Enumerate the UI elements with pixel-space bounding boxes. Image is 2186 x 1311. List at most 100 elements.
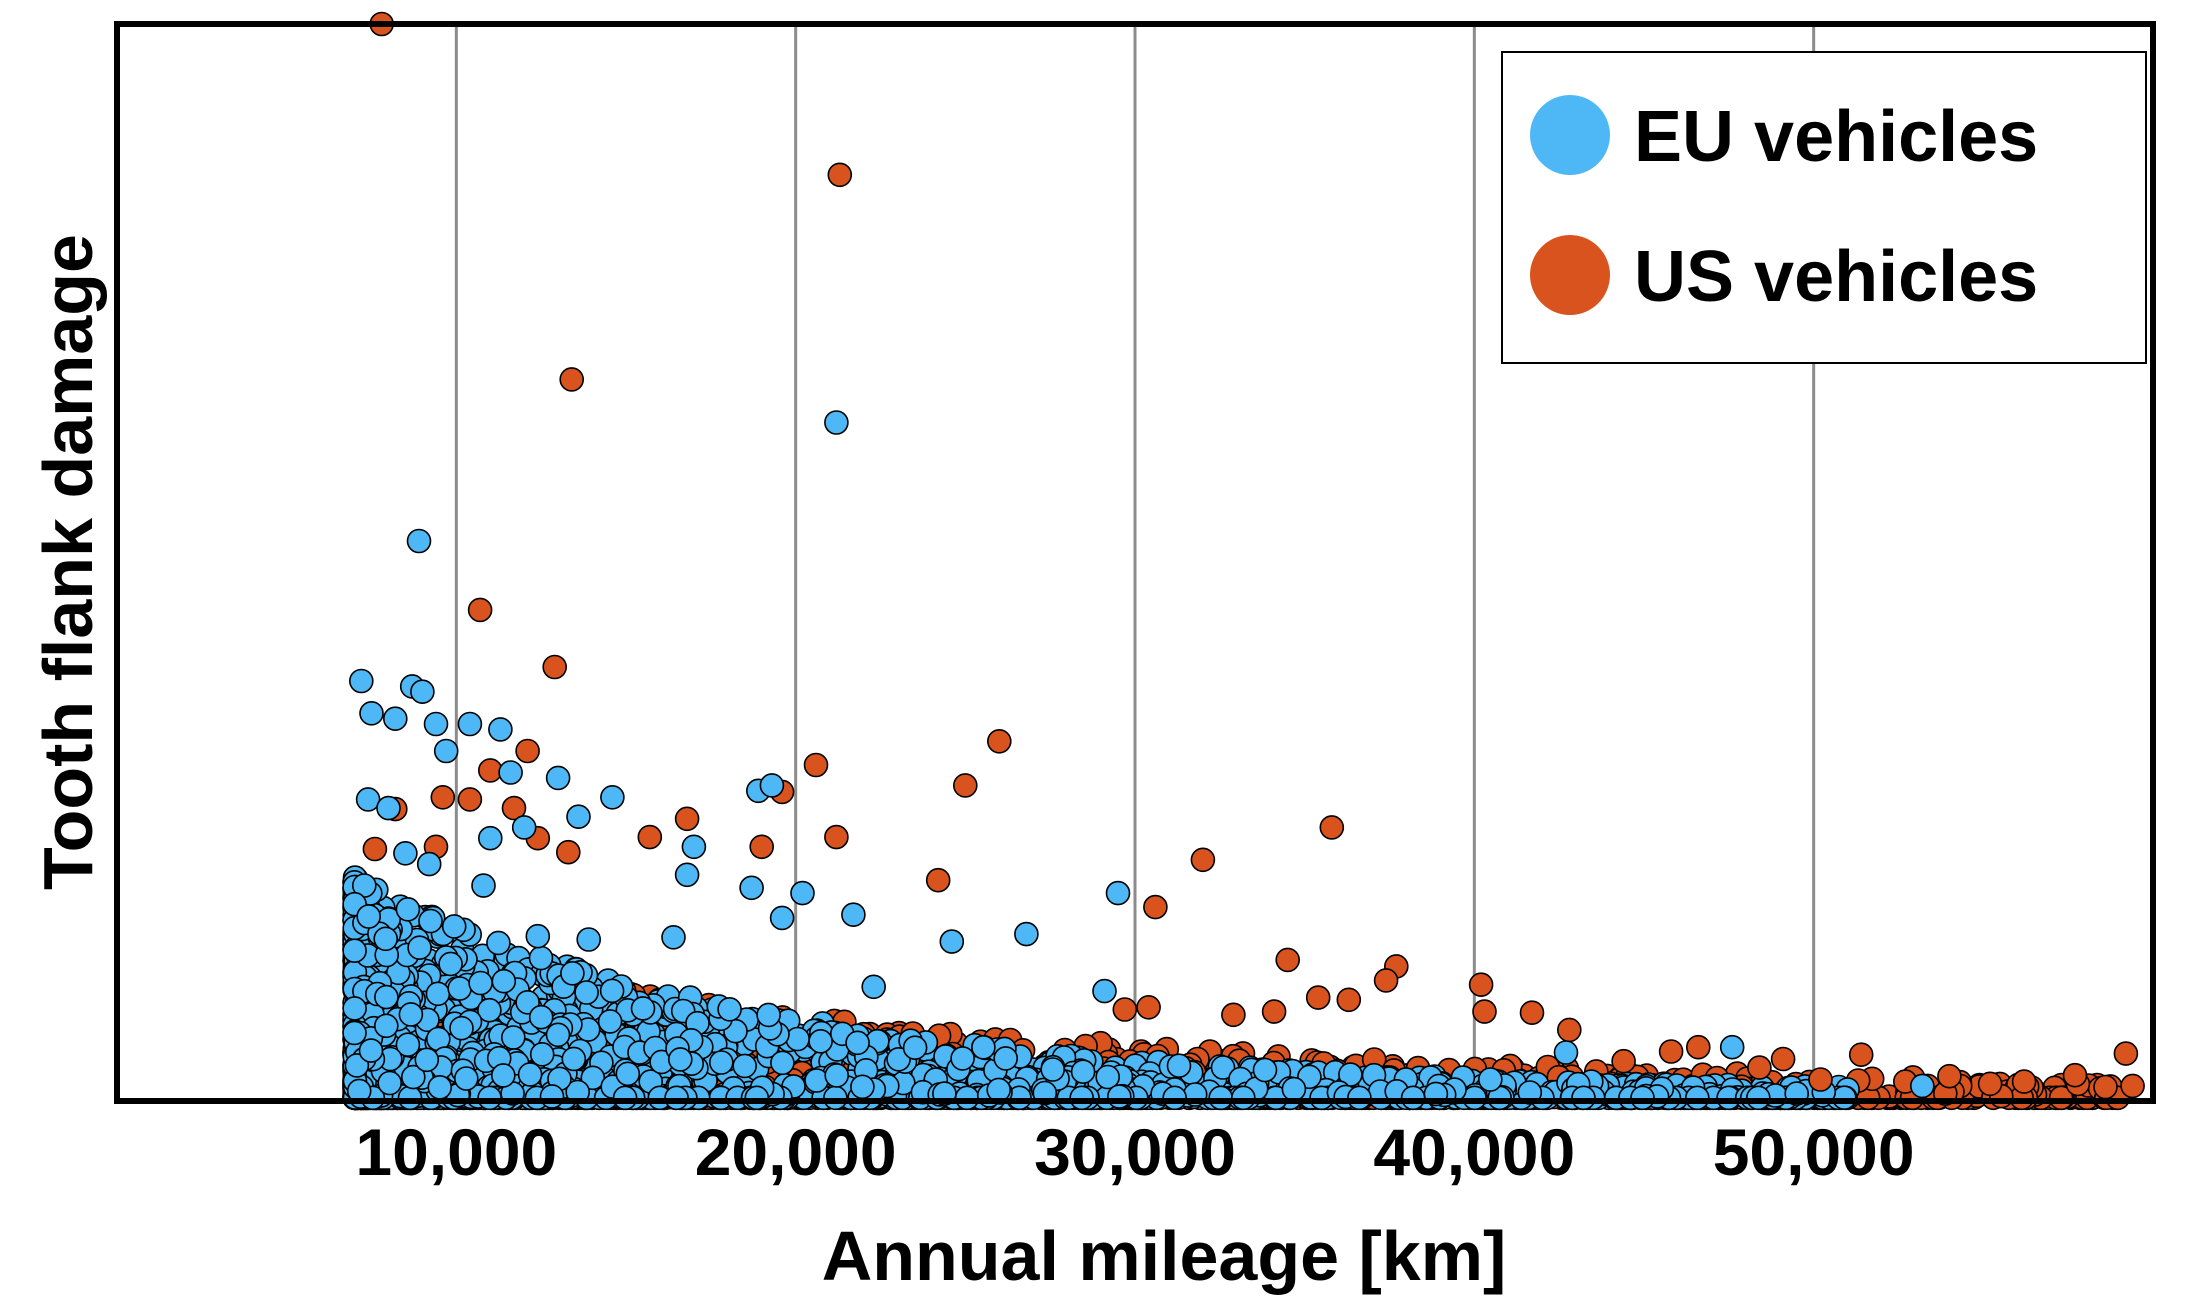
us-data-point bbox=[952, 773, 978, 798]
eu-data-point bbox=[528, 1004, 554, 1030]
eu-data-point bbox=[348, 668, 374, 694]
eu-data-point bbox=[759, 773, 785, 798]
x-tick-label: 50,000 bbox=[1713, 1115, 1915, 1189]
us-data-point bbox=[1305, 985, 1331, 1010]
eu-data-point bbox=[674, 862, 700, 888]
eu-data-point bbox=[525, 923, 551, 949]
eu-data-point bbox=[902, 1035, 928, 1060]
eu-data-point bbox=[561, 1046, 587, 1072]
legend-label-eu: EU vehicles bbox=[1634, 97, 2038, 177]
eu-data-point bbox=[1092, 978, 1117, 1004]
us-data-point bbox=[1808, 1067, 1833, 1092]
eu-data-point bbox=[756, 1002, 781, 1028]
eu-data-point bbox=[374, 984, 399, 1010]
eu-data-point bbox=[576, 927, 602, 952]
us-data-point bbox=[1519, 1000, 1545, 1026]
eu-data-point bbox=[770, 1050, 795, 1076]
eu-data-point bbox=[441, 914, 467, 939]
eu-data-point bbox=[500, 1025, 526, 1050]
eu-data-point bbox=[449, 1015, 474, 1041]
eu-data-point bbox=[410, 679, 435, 705]
us-data-point bbox=[824, 824, 849, 850]
eu-data-point bbox=[1281, 1076, 1307, 1102]
eu-data-point bbox=[993, 1046, 1019, 1071]
x-axis-title: Annual mileage [km] bbox=[822, 1217, 1507, 1295]
us-data-point bbox=[1143, 894, 1168, 920]
us-data-point bbox=[637, 824, 663, 850]
eu-data-point bbox=[418, 908, 443, 934]
us-data-point bbox=[2093, 1074, 2118, 1100]
us-data-point bbox=[1275, 947, 1300, 973]
eu-data-point bbox=[1719, 1034, 1745, 1060]
eu-data-point bbox=[850, 1074, 875, 1100]
eu-data-point bbox=[433, 738, 459, 764]
eu-data-point bbox=[1162, 1085, 1187, 1111]
us-data-point bbox=[467, 597, 493, 623]
us-data-point bbox=[1472, 999, 1497, 1024]
us-data-point bbox=[1112, 997, 1138, 1022]
eu-data-point bbox=[342, 938, 367, 964]
eu-data-point bbox=[447, 976, 473, 1001]
eu-data-point bbox=[1553, 1040, 1579, 1065]
eu-data-point bbox=[1210, 1055, 1236, 1080]
us-data-point bbox=[925, 867, 951, 893]
eu-data-point bbox=[427, 1075, 453, 1100]
eu-data-point bbox=[808, 1029, 833, 1054]
us-data-point bbox=[1557, 1017, 1582, 1043]
eu-data-point bbox=[498, 760, 523, 785]
eu-data-point bbox=[395, 896, 421, 922]
eu-data-point bbox=[511, 815, 537, 840]
eu-data-point bbox=[471, 873, 496, 898]
eu-data-point bbox=[824, 410, 849, 435]
eu-data-point bbox=[407, 935, 432, 961]
us-data-point bbox=[1319, 815, 1345, 840]
eu-data-point bbox=[804, 1068, 829, 1093]
eu-data-point bbox=[1040, 1057, 1065, 1082]
eu-data-point bbox=[1347, 1085, 1372, 1111]
eu-data-point bbox=[785, 1026, 810, 1052]
eu-data-point bbox=[416, 851, 442, 877]
eu-data-point bbox=[845, 1030, 870, 1056]
eu-data-point bbox=[861, 974, 887, 1000]
eu-data-point bbox=[490, 1063, 516, 1088]
eu-data-point bbox=[1166, 1053, 1192, 1078]
eu-data-point bbox=[790, 880, 815, 906]
eu-data-point bbox=[950, 1046, 975, 1071]
eu-data-point bbox=[400, 1064, 426, 1090]
us-data-point bbox=[1658, 1039, 1684, 1064]
eu-data-point bbox=[373, 1013, 399, 1039]
us-data-point bbox=[2011, 1069, 2037, 1094]
eu-data-point bbox=[708, 1050, 734, 1075]
eu-data-point bbox=[406, 528, 432, 554]
x-tick-label: 10,000 bbox=[355, 1115, 557, 1189]
eu-data-point bbox=[630, 996, 656, 1021]
us-data-point bbox=[430, 784, 456, 810]
eu-data-point bbox=[1069, 1085, 1094, 1111]
eu-data-point bbox=[376, 795, 401, 821]
eu-data-point bbox=[355, 787, 381, 812]
us-data-point bbox=[2113, 1041, 2139, 1066]
eu-data-point bbox=[1252, 1057, 1278, 1083]
us-data-point bbox=[1136, 994, 1161, 1020]
eu-data-point bbox=[342, 996, 367, 1021]
eu-data-point bbox=[545, 765, 571, 791]
eu-data-point bbox=[1208, 1085, 1233, 1111]
plot-frame bbox=[114, 21, 2156, 1104]
us-data-point bbox=[1261, 999, 1287, 1024]
legend: EU vehicles US vehicles bbox=[1501, 51, 2147, 364]
us-data-point bbox=[362, 836, 388, 862]
us-data-point bbox=[515, 738, 540, 764]
eu-data-point bbox=[1478, 1067, 1503, 1092]
legend-box bbox=[1501, 51, 2147, 364]
us-data-point bbox=[1848, 1042, 1874, 1067]
eu-data-point bbox=[664, 1085, 689, 1111]
eu-data-point bbox=[517, 1062, 543, 1087]
eu-data-point bbox=[382, 706, 408, 732]
us-data-point bbox=[1221, 1002, 1246, 1028]
us-data-point bbox=[827, 162, 853, 188]
us-data-point bbox=[542, 654, 568, 680]
eu-data-point bbox=[939, 929, 965, 954]
eu-data-point bbox=[717, 996, 742, 1022]
x-tick-labels: 10,000 20,000 30,000 40,000 50,000 bbox=[355, 1115, 1914, 1189]
